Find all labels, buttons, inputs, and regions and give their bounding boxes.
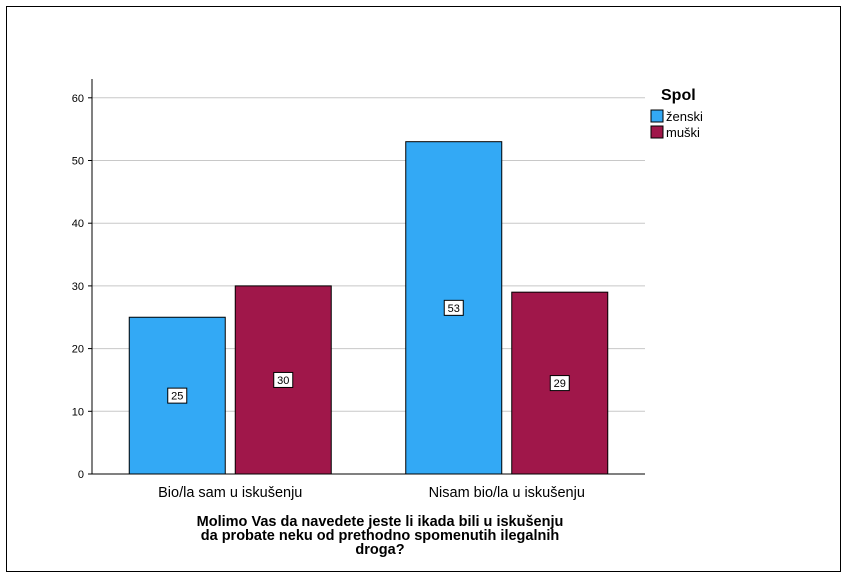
legend-label: muški xyxy=(666,125,700,140)
legend-label: ženski xyxy=(666,109,703,124)
y-tick-label: 50 xyxy=(72,156,84,168)
data-label-box xyxy=(167,387,188,404)
x-axis-title-line-1: Molimo Vas da navedete jeste li ikada bi… xyxy=(196,514,564,530)
data-label-box xyxy=(273,371,294,388)
data-label: 53 xyxy=(448,303,460,315)
legend-swatch xyxy=(650,109,664,123)
y-tick-label: 30 xyxy=(72,281,84,293)
data-label: 25 xyxy=(171,391,183,403)
x-axis-title: Molimo Vas da navedete jeste li ikada bi… xyxy=(90,514,670,558)
x-axis-title-line-2: da probate neku od prethodno spomenutih … xyxy=(200,528,560,544)
x-axis-title-line-3: droga? xyxy=(355,542,405,558)
legend-swatch xyxy=(650,125,664,139)
y-tick-label: 0 xyxy=(78,469,84,481)
legend-title: Spol xyxy=(661,87,696,104)
y-tick-label: 40 xyxy=(72,218,84,230)
y-tick-label: 10 xyxy=(72,406,84,418)
data-label: 30 xyxy=(277,375,289,387)
data-label-box xyxy=(549,375,570,392)
data-label-box xyxy=(443,299,464,316)
x-tick-label: Bio/la sam u iskušenju xyxy=(158,485,302,501)
x-tick-label: Nisam bio/la u iskušenju xyxy=(429,485,585,501)
y-tick-label: 60 xyxy=(72,93,84,105)
y-tick-label: 20 xyxy=(72,344,84,356)
data-label: 29 xyxy=(554,378,566,390)
